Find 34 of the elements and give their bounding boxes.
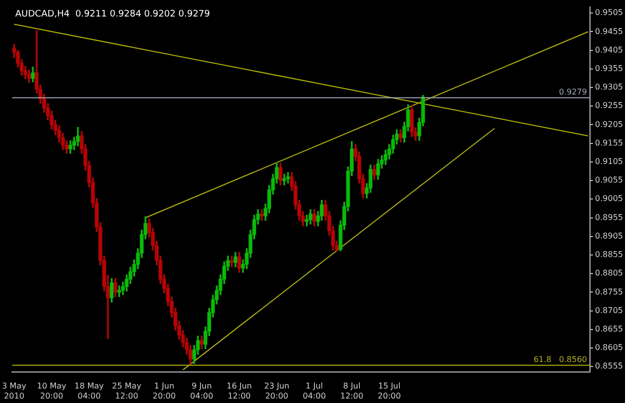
x-tick-label: 23 Jun 20:00 xyxy=(264,382,290,400)
y-tick-label: 0.8705 xyxy=(595,306,624,315)
y-tick-label: 0.9055 xyxy=(595,176,624,185)
x-tick-label: 3 May 2010 xyxy=(2,382,26,400)
y-tick-label: 0.9405 xyxy=(595,45,624,54)
y-tick-label: 0.8905 xyxy=(595,231,624,240)
x-tick-label: 10 May 20:00 xyxy=(37,382,67,400)
x-tick-label: 1 Jun 20:00 xyxy=(152,382,176,400)
y-tick-label: 0.9455 xyxy=(595,26,624,36)
ref-line-label: 0.9279 xyxy=(559,87,588,96)
chart-title: AUDCAD,H4 0.9211 0.9284 0.9202 0.9279 xyxy=(15,10,210,20)
x-tick-label: 16 Jun 12:00 xyxy=(226,382,252,400)
y-tick-label: 0.8555 xyxy=(595,362,624,371)
y-tick-label: 0.9305 xyxy=(595,82,624,92)
y-tick-label: 0.8955 xyxy=(595,212,624,222)
y-tick-label: 0.9505 xyxy=(595,8,624,18)
y-tick-label: 0.8805 xyxy=(595,268,624,278)
x-tick-label: 9 Jun 04:00 xyxy=(190,382,214,400)
x-tick-label: 8 Jul 12:00 xyxy=(340,382,364,400)
y-tick-label: 0.8605 xyxy=(595,343,624,352)
y-tick-label: 0.9105 xyxy=(595,157,624,166)
x-tick-label: 18 May 04:00 xyxy=(74,382,104,400)
x-tick-label: 1 Jul 04:00 xyxy=(302,382,326,400)
y-tick-label: 0.9255 xyxy=(595,101,624,110)
y-tick-label: 0.8655 xyxy=(595,324,624,334)
y-tick-label: 0.9205 xyxy=(595,120,624,129)
x-tick-label: 15 Jul 20:00 xyxy=(378,382,401,400)
y-tick-label: 0.9155 xyxy=(595,138,624,148)
x-tick-label: 25 May 12:00 xyxy=(112,382,142,400)
y-tick-label: 0.8755 xyxy=(595,287,624,296)
ref-line-label: 61.8 0.8560 xyxy=(534,354,588,364)
y-tick-label: 0.8855 xyxy=(595,250,624,260)
y-tick-label: 0.9355 xyxy=(595,64,624,74)
y-tick-label: 0.9005 xyxy=(595,194,624,204)
